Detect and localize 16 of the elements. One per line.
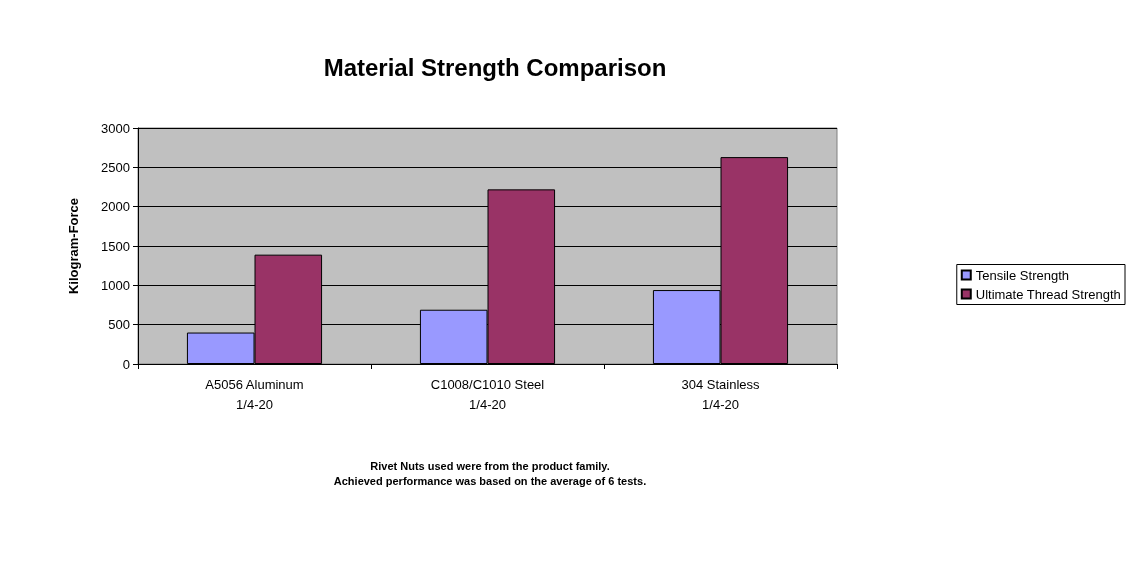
y-tick-label: 500 — [108, 317, 130, 333]
y-tick-label: 1500 — [101, 238, 130, 254]
y-tick-label: 2500 — [101, 159, 130, 175]
x-tick-label: 304 Stainless 1/4-20 — [681, 376, 761, 412]
y-tick-label: 1000 — [101, 277, 130, 293]
legend-label: Ultimate Thread Strength — [975, 286, 1121, 302]
y-tick-label: 2000 — [101, 199, 130, 215]
text: Achieved performance was based on the average of 6 tests. — [333, 474, 647, 487]
y-tick-label: 0 — [122, 356, 130, 372]
chart-title: Material Strength Comparison — [323, 53, 667, 81]
x-tick-label: A5056 Aluminum 1/4-20 — [205, 376, 304, 412]
text: Rivet Nuts used were from the product family. — [370, 459, 610, 472]
y-tick-label: 3000 — [101, 120, 130, 136]
y-axis-title: Kilogram-Force — [66, 197, 81, 295]
x-tick-label: C1008/C1010 Steel 1/4-20 — [430, 376, 545, 412]
legend-label: Tensile Strength — [975, 267, 1069, 283]
